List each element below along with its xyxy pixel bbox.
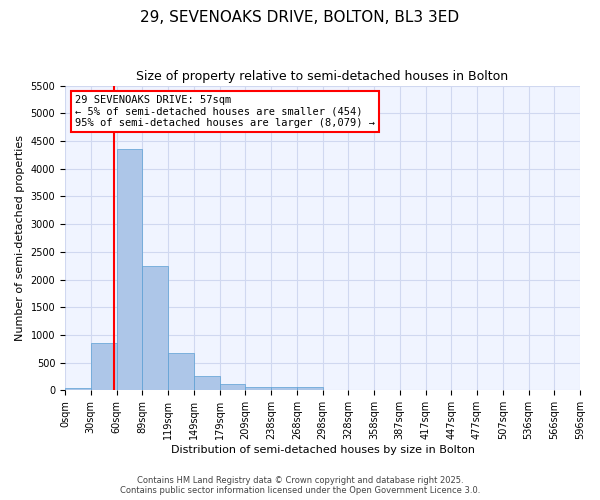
Bar xyxy=(194,376,220,390)
Bar xyxy=(297,388,323,390)
X-axis label: Distribution of semi-detached houses by size in Bolton: Distribution of semi-detached houses by … xyxy=(170,445,475,455)
Bar xyxy=(220,384,245,390)
Text: 29, SEVENOAKS DRIVE, BOLTON, BL3 3ED: 29, SEVENOAKS DRIVE, BOLTON, BL3 3ED xyxy=(140,10,460,25)
Y-axis label: Number of semi-detached properties: Number of semi-detached properties xyxy=(15,135,25,341)
Bar xyxy=(142,266,168,390)
Bar xyxy=(271,388,297,390)
Bar xyxy=(168,352,194,391)
Bar xyxy=(116,150,142,390)
Bar xyxy=(245,386,271,390)
Bar xyxy=(91,343,116,390)
Text: 29 SEVENOAKS DRIVE: 57sqm
← 5% of semi-detached houses are smaller (454)
95% of : 29 SEVENOAKS DRIVE: 57sqm ← 5% of semi-d… xyxy=(76,94,376,128)
Bar xyxy=(65,388,91,390)
Text: Contains HM Land Registry data © Crown copyright and database right 2025.
Contai: Contains HM Land Registry data © Crown c… xyxy=(120,476,480,495)
Title: Size of property relative to semi-detached houses in Bolton: Size of property relative to semi-detach… xyxy=(136,70,509,83)
